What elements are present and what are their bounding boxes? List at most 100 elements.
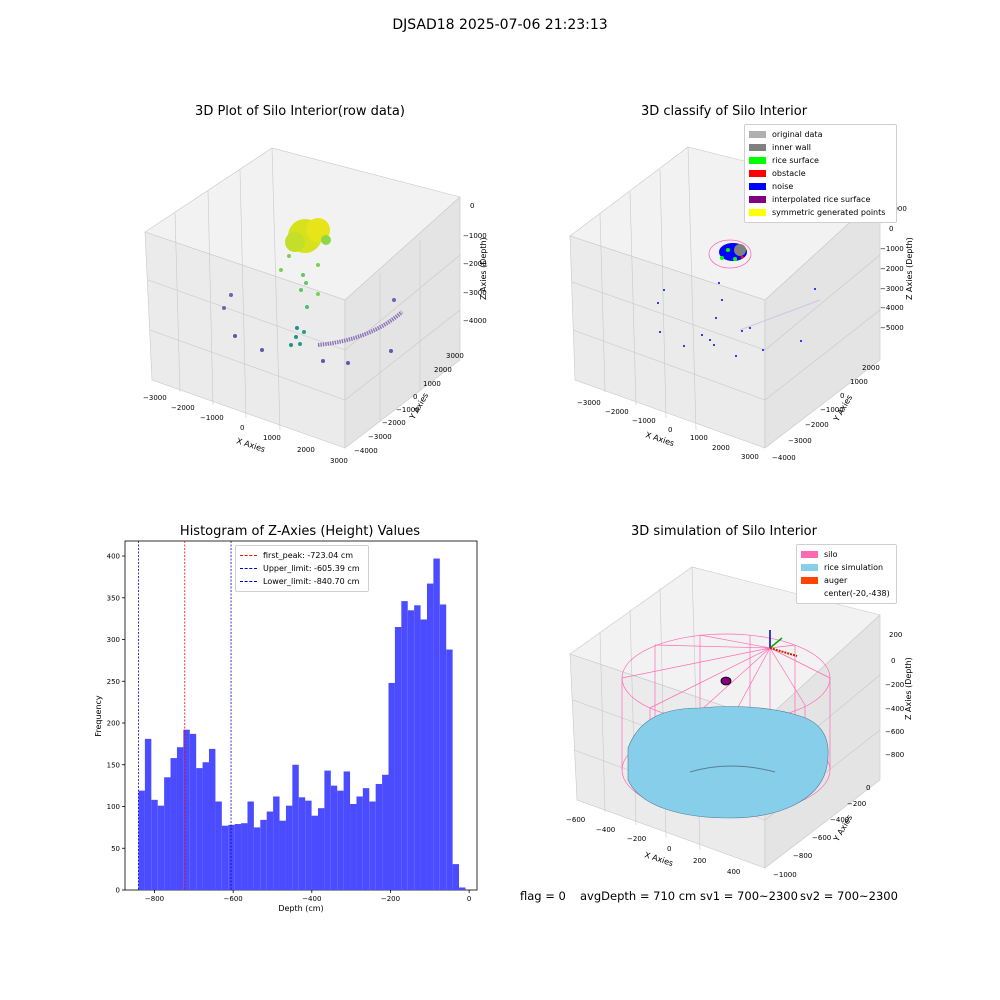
legend-item: rice simulation	[801, 561, 892, 574]
classify-x-ticks: −3000 −2000 −1000 0 1000 2000 3000	[577, 399, 759, 461]
tick: −800	[885, 751, 904, 759]
tick: 0	[413, 393, 417, 401]
tick: −4000	[354, 447, 378, 455]
tick: −5000	[880, 324, 904, 332]
classify-plot-title: 3D classify of Silo Interior	[640, 104, 808, 119]
sim-z-ticks: 200 0 −200 −400 −600 −800	[885, 631, 904, 759]
histogram-bar	[401, 601, 408, 890]
legend-swatch	[749, 183, 766, 190]
tick: −2000	[171, 404, 195, 412]
legend-label: rice simulation	[824, 563, 884, 572]
legend-item: interpolated rice surface	[749, 193, 892, 206]
histogram-bar	[414, 605, 421, 890]
histogram-bar	[330, 785, 338, 890]
histogram-x-ticks: −800 −600 −400 −200 0	[145, 890, 471, 903]
y-tick-label: 250	[107, 678, 120, 686]
y-tick-label: 200	[107, 720, 120, 728]
legend-item: first_peak: -723.04 cm	[240, 549, 364, 562]
histogram-bar	[247, 801, 254, 890]
raw-zlabel: Z Axies (Depth)	[479, 237, 488, 300]
histogram-bar	[407, 610, 415, 890]
legend-item: rice surface	[749, 154, 892, 167]
tick: −600	[812, 834, 831, 842]
tick: 2000	[434, 366, 452, 374]
tick: 0	[866, 784, 870, 792]
legend-label: auger	[824, 576, 848, 585]
tick: −3000	[577, 399, 601, 407]
histogram-bar	[221, 825, 229, 890]
tick: 200	[693, 857, 706, 865]
histogram-bar	[298, 797, 306, 890]
histogram-bars	[138, 558, 466, 890]
classify-y-ticks: 2000 1000 0 −1000 −2000 −3000 −4000	[772, 364, 880, 462]
histogram-bar	[420, 619, 427, 890]
tick: −200	[885, 681, 904, 689]
y-tick-label: 400	[107, 553, 120, 561]
histogram-bar	[350, 804, 357, 890]
legend-swatch	[801, 577, 818, 584]
tick: 1000	[889, 205, 907, 213]
legend-swatch	[749, 170, 766, 177]
legend-line	[240, 581, 257, 582]
tick: 3000	[330, 457, 348, 465]
x-tick-label: −800	[145, 895, 164, 903]
histogram-bar	[202, 762, 210, 890]
histogram-bar	[362, 788, 370, 890]
legend-swatch	[801, 564, 818, 571]
legend-swatch	[749, 209, 766, 216]
histogram-bar	[324, 770, 331, 890]
histogram-bar	[337, 790, 344, 890]
legend-item: auger	[801, 574, 892, 587]
tick: −600	[885, 728, 904, 736]
legend-label: original data	[772, 130, 823, 139]
histogram-bar	[209, 748, 216, 890]
histogram-bar	[459, 887, 466, 890]
tick: −400	[830, 816, 849, 824]
legend-item: Upper_limit: -605.39 cm	[240, 562, 364, 575]
tick: −4000	[880, 304, 904, 312]
tick: 2000	[297, 446, 315, 454]
histogram-bar	[241, 823, 248, 890]
sv1-status: sv1 = 700~2300	[700, 889, 798, 903]
legend-swatch	[749, 131, 766, 138]
raw-y-ticks: 3000 2000 1000 0 −1000 −2000 −3000 −4000	[354, 352, 464, 455]
histogram-xlabel: Depth (cm)	[278, 904, 323, 913]
simulation-legend: silo rice simulation auger center(-20,-4…	[796, 544, 897, 604]
histogram-bar	[317, 808, 325, 890]
tick: 0	[667, 845, 671, 853]
simulation-plot-title: 3D simulation of Silo Interior	[631, 524, 817, 539]
tick: −600	[566, 816, 585, 824]
legend-label: inner wall	[772, 143, 812, 152]
tick: −200	[847, 800, 866, 808]
classify-legend: original data inner wall rice surface ob…	[744, 124, 897, 223]
avg-depth-status: avgDepth = 710 cm	[580, 889, 697, 903]
legend-item: inner wall	[749, 141, 892, 154]
tick: −400	[596, 826, 615, 834]
legend-line	[240, 568, 257, 569]
histogram-bar	[176, 747, 184, 890]
histogram-bar	[138, 790, 145, 890]
y-tick-label: 100	[107, 803, 120, 811]
histogram-bar	[433, 558, 440, 890]
legend-item: original data	[749, 128, 892, 141]
histogram-bar	[356, 796, 363, 890]
tick: 400	[727, 868, 740, 876]
sim-y-ticks: 0 −200 −400 −600 −800 −1000	[773, 784, 870, 879]
figure-suptitle: DJSAD18 2025-07-06 21:23:13	[392, 17, 608, 33]
histogram-bar	[164, 777, 171, 890]
histogram-bar	[279, 820, 286, 890]
x-tick-label: −600	[224, 895, 243, 903]
tick: −200	[627, 835, 646, 843]
histogram-bar	[228, 824, 235, 890]
tick: −2000	[605, 408, 629, 416]
legend-item: silo	[801, 548, 892, 561]
tick: 2000	[712, 444, 730, 452]
histogram-lines	[138, 541, 232, 890]
legend-swatch	[801, 551, 818, 558]
raw-plot-title: 3D Plot of Silo Interior(row data)	[195, 104, 405, 119]
legend-label: symmetric generated points	[772, 208, 886, 217]
tick: 0	[240, 424, 244, 432]
classify-z-ticks: 1000 0 −1000 −2000 −3000 −4000 −5000	[880, 205, 907, 332]
legend-swatch	[749, 144, 766, 151]
tick: −3000	[880, 285, 904, 293]
